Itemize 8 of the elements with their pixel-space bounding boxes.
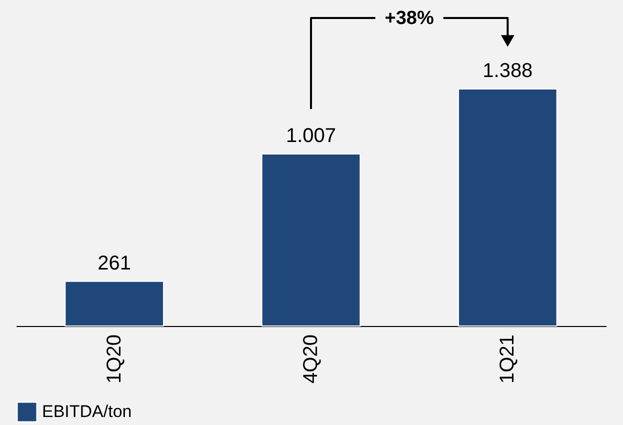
text: +38% — [384, 8, 434, 29]
x-tick-label: 1Q20 — [103, 334, 126, 384]
x-tick-label: 1Q21 — [496, 334, 519, 384]
legend-label: EBITDA/ton — [42, 402, 132, 421]
data-label: 261 — [98, 252, 132, 274]
x-tick-label: 4Q20 — [300, 334, 322, 384]
data-label: 1.388 — [482, 60, 533, 82]
data-label: 1.007 — [286, 125, 336, 148]
